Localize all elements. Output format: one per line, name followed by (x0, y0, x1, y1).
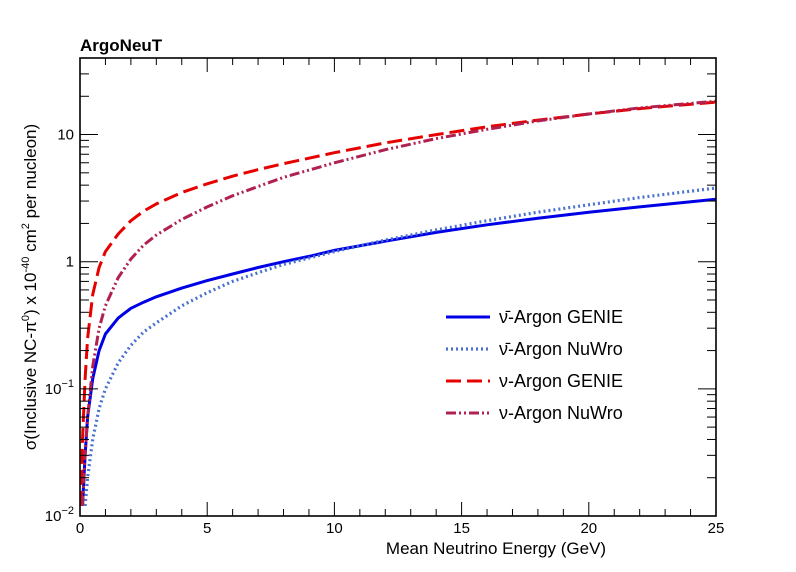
x-tick-label: 25 (708, 520, 725, 537)
x-axis-title: Mean Neutrino Energy (GeV) (386, 539, 606, 558)
y-tick-label: 1 (66, 254, 74, 271)
ticks-layer (79, 57, 717, 517)
x-tick-label: 20 (580, 520, 597, 537)
y-axis-title: σ(Inclusive NC-π0) x 10-40 cm2 per nucle… (20, 124, 40, 450)
legend-label-3: ν-Argon GENIE (499, 371, 623, 391)
x-tick-label: 10 (326, 520, 343, 537)
legend-label-1: ν̄-Argon GENIE (499, 307, 623, 327)
series-layer (79, 99, 717, 507)
legend-label-4: ν-Argon NuWro (499, 403, 623, 423)
x-tick-labels: 0 5 10 15 20 25 (76, 520, 725, 537)
series-line-1 (81, 197, 717, 506)
plot-frame (79, 57, 717, 517)
x-tick-label: 5 (203, 520, 211, 537)
x-tick-label: 0 (76, 520, 84, 537)
y-tick-labels: 10−2 10−1 1 10 (45, 127, 74, 525)
chart-title: ArgoNeuT (80, 36, 163, 55)
series-line-2 (83, 186, 717, 507)
x-tick-label: 15 (453, 520, 470, 537)
y-tick-label: 10−2 (45, 505, 74, 525)
series-line-3 (79, 100, 717, 506)
series-line-4 (81, 99, 717, 506)
y-tick-label: 10 (57, 127, 74, 144)
y-tick-label: 10−1 (45, 378, 74, 398)
legend: ν̄-Argon GENIE ν̄-Argon NuWro ν-Argon GENI… (446, 307, 623, 423)
legend-label-2: ν̄-Argon NuWro (499, 339, 623, 359)
